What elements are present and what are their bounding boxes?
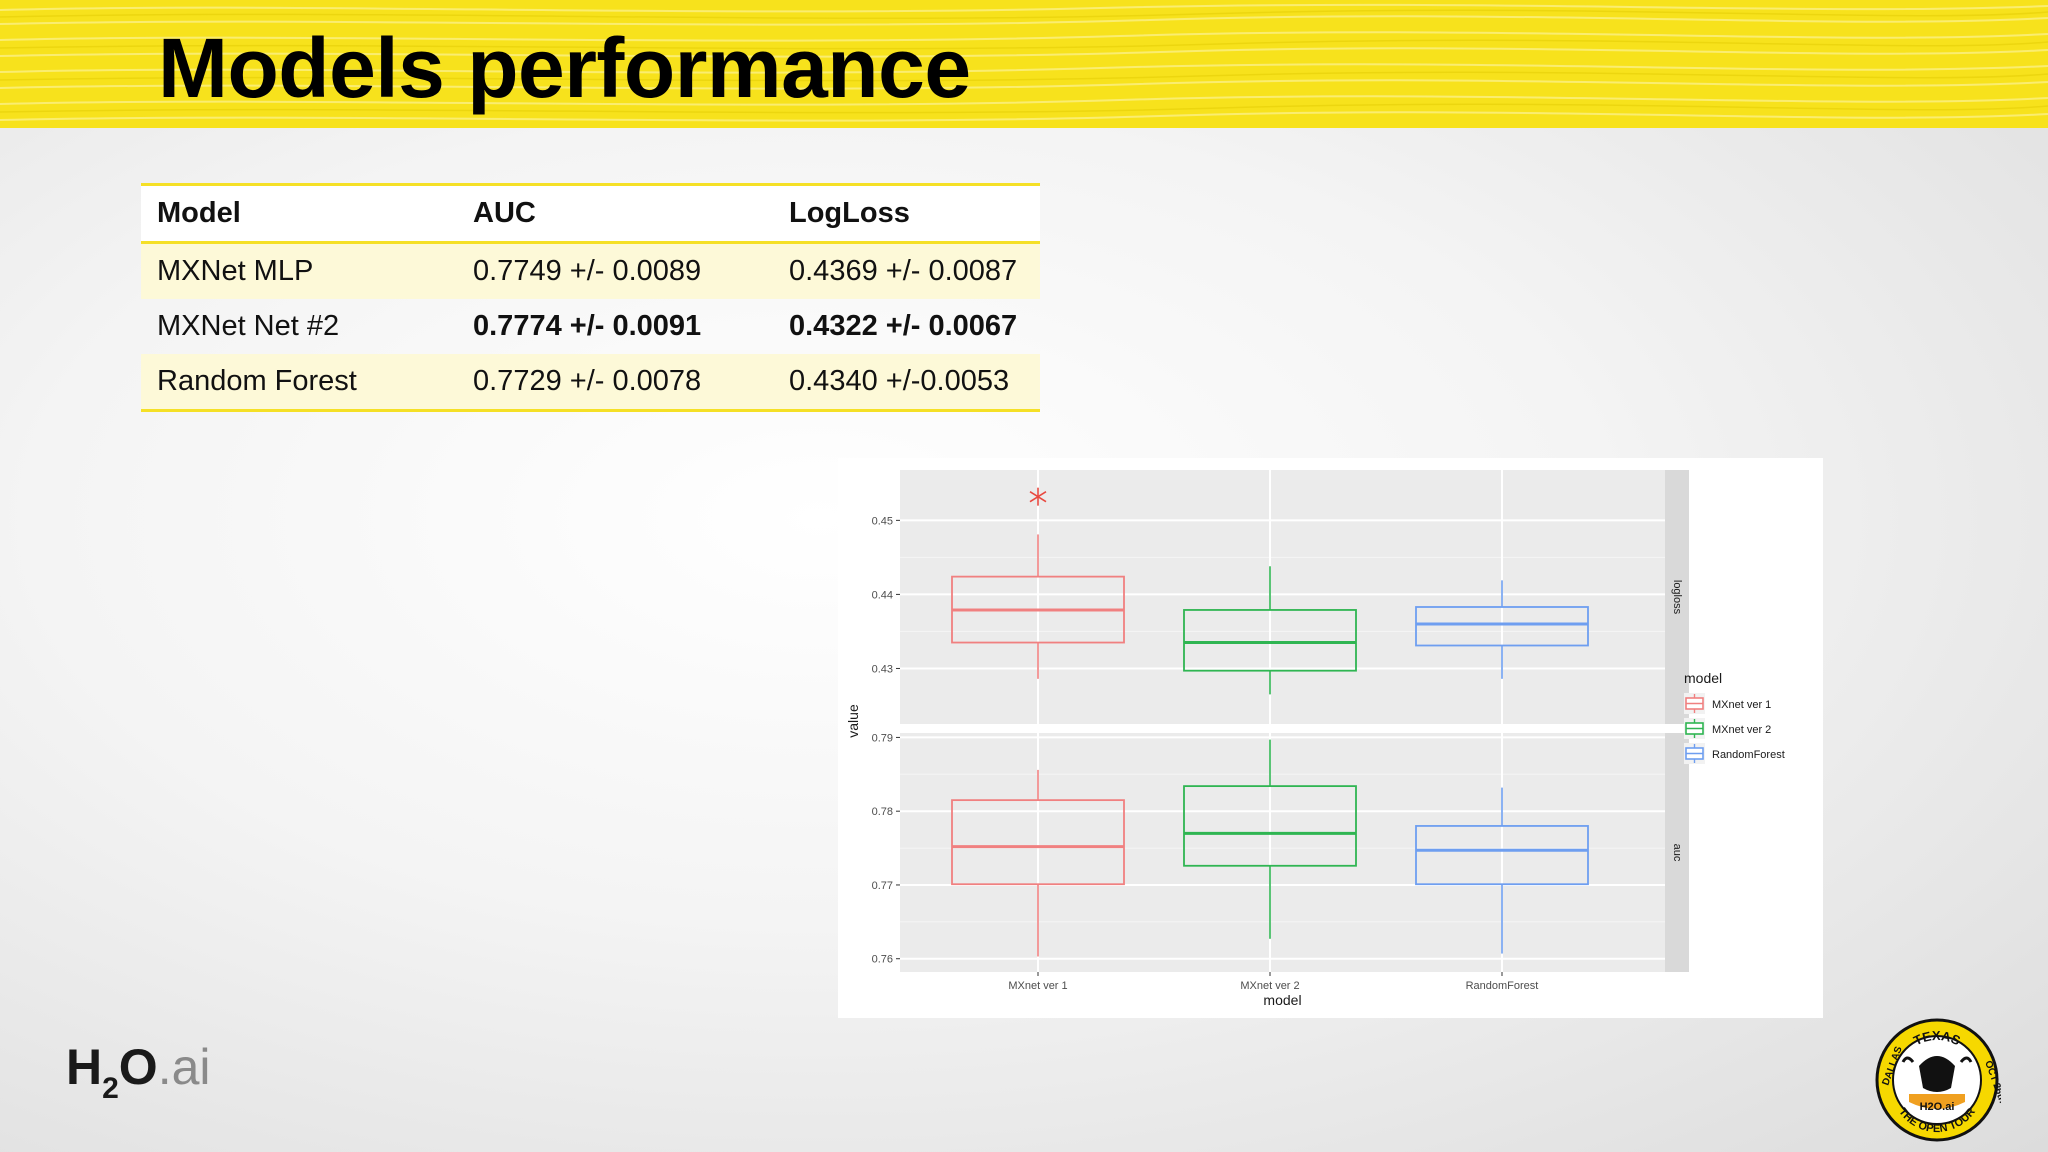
cell-auc: 0.7749 +/- 0.0089 [473, 255, 702, 287]
badge-center-text: H2O.ai [1920, 1101, 1955, 1113]
table-header-row: Model AUC LogLoss [141, 184, 1040, 243]
facet-strip-label: logloss [1671, 580, 1683, 615]
y-tick-label: 0.79 [872, 732, 893, 744]
boxplot-chart-container: 0.43 0.44 0.45 logloss 0.76 0.77 0.78 0.79 auc MX… [838, 458, 1823, 1018]
h2o-logo: H2O.ai [66, 1039, 211, 1104]
x-tick-label: RandomForest [1466, 980, 1539, 992]
cell-logloss: 0.4369 +/- 0.0087 [789, 255, 1018, 287]
y-tick-label: 0.78 [872, 806, 893, 818]
logo-o: O [118, 1039, 158, 1095]
header-auc: AUC [457, 184, 773, 243]
y-tick-label: 0.77 [872, 880, 893, 892]
y-axis-title: value [845, 704, 861, 738]
facet-strip-label: auc [1671, 844, 1683, 862]
facet-strip [1665, 470, 1689, 724]
header-logloss: LogLoss [773, 184, 1040, 243]
logo-ai: .ai [157, 1039, 211, 1095]
legend-label: MXnet ver 2 [1712, 724, 1771, 736]
table-row: MXNet MLP 0.7749 +/- 0.0089 0.4369 +/- 0… [141, 242, 1040, 299]
banner-wave-pattern [0, 3, 2048, 122]
table-row: Random Forest 0.7729 +/- 0.0078 0.4340 +… [141, 354, 1040, 411]
cell-auc: 0.7774 +/- 0.0091 [473, 310, 702, 342]
cell-logloss: 0.4340 +/-0.0053 [789, 365, 1010, 397]
box-body [1183, 785, 1357, 867]
svg-text:TEXAS: TEXAS [1911, 1028, 1963, 1048]
boxplot-chart: 0.43 0.44 0.45 logloss 0.76 0.77 0.78 0.79 auc MX… [845, 470, 1785, 1008]
box-body [1183, 609, 1357, 672]
slide-title: Models performance [158, 21, 971, 115]
logo-sub: 2 [102, 1072, 119, 1105]
y-tick-label: 0.44 [872, 589, 893, 601]
badge-top-text: TEXAS [1911, 1028, 1963, 1048]
logo-h: H [66, 1039, 103, 1095]
x-axis-title: model [1263, 992, 1301, 1008]
open-tour-badge-icon: TEXAS THE OPEN TOUR DALLAS OCT 26th H2O.… [1875, 1018, 2001, 1142]
legend-title: model [1684, 670, 1722, 686]
facet-strip [1665, 733, 1689, 972]
box-body [951, 799, 1125, 886]
x-tick-label: MXnet ver 1 [1008, 980, 1067, 992]
box-outlier-point [1029, 487, 1047, 506]
cell-model: MXNet Net #2 [157, 310, 340, 342]
legend-label: MXnet ver 1 [1712, 699, 1771, 711]
x-tick-label: MXnet ver 2 [1240, 980, 1299, 992]
legend-label: RandomForest [1712, 749, 1785, 761]
y-tick-label: 0.76 [872, 954, 893, 966]
panel-background [900, 470, 1665, 724]
cell-logloss: 0.4322 +/- 0.0067 [789, 310, 1018, 342]
cell-model: Random Forest [157, 365, 357, 397]
cell-model: MXNet MLP [157, 255, 314, 287]
cell-auc: 0.7729 +/- 0.0078 [473, 365, 702, 397]
panel-background [900, 733, 1665, 972]
y-tick-label: 0.43 [872, 663, 893, 675]
title-banner [0, 0, 2048, 128]
box-body [1415, 606, 1589, 647]
y-tick-label: 0.45 [872, 515, 893, 527]
performance-table: Model AUC LogLoss MXNet MLP 0.7749 +/- 0… [141, 183, 1040, 412]
table-row: MXNet Net #2 0.7774 +/- 0.0091 0.4322 +/… [141, 299, 1040, 354]
header-model: Model [141, 184, 457, 243]
box-body [1415, 825, 1589, 886]
